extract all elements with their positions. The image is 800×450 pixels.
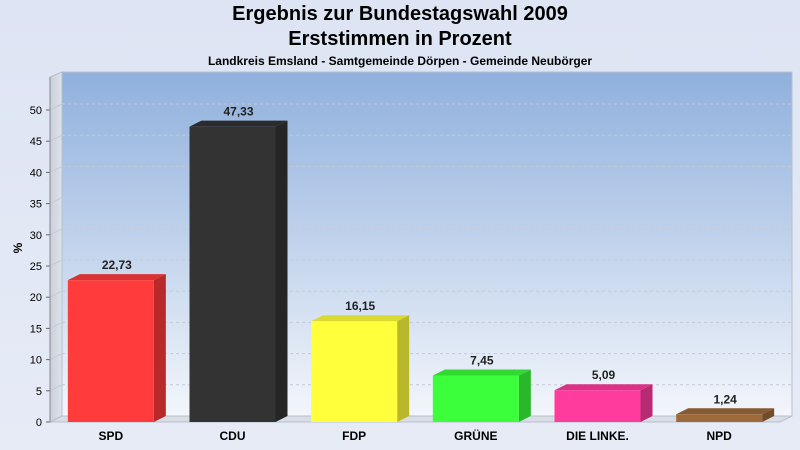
- gridline-side: [49, 228, 63, 236]
- bar-front: [676, 414, 763, 422]
- bar-side: [518, 369, 531, 422]
- chart-subtitle: Erststimmen in Prozent: [288, 28, 512, 50]
- y-tick-label: 45: [30, 136, 42, 148]
- x-tick-label: FDP: [342, 429, 366, 443]
- bar-top: [554, 384, 653, 391]
- bar-spd: [67, 274, 166, 422]
- bar-top: [311, 315, 410, 322]
- gridline-side: [49, 259, 63, 267]
- y-tick-label: 40: [30, 167, 42, 179]
- gridline-side: [49, 353, 63, 361]
- y-tick-label: 15: [30, 323, 42, 335]
- plot-back-wall: [61, 71, 793, 417]
- x-tick-label: DIE LINKE.: [566, 429, 629, 443]
- data-label: 1,24: [713, 392, 737, 406]
- bar-front: [432, 375, 519, 422]
- chart-caption: Landkreis Emsland - Samtgemeinde Dörpen …: [207, 54, 593, 68]
- data-label: 16,15: [345, 299, 375, 313]
- gridline-side: [49, 134, 63, 142]
- bar-front: [554, 390, 641, 422]
- bar-top: [432, 369, 531, 376]
- bar-side: [397, 315, 410, 422]
- bar-top: [676, 408, 775, 415]
- bar-npd: [676, 408, 775, 422]
- y-tick-label: 25: [30, 261, 42, 273]
- y-tick-label: 30: [30, 230, 42, 242]
- bar-side: [762, 408, 775, 422]
- bar-grüne: [432, 369, 531, 422]
- bar-side: [275, 120, 288, 422]
- y-tick-label: 10: [30, 355, 42, 367]
- x-tick-label: SPD: [98, 429, 123, 443]
- bar-top: [67, 274, 166, 281]
- x-tick-label: NPD: [706, 429, 732, 443]
- bar-front: [311, 321, 398, 422]
- data-label: 5,09: [592, 368, 616, 382]
- bar-front: [67, 280, 154, 422]
- data-label: 47,33: [223, 105, 253, 119]
- y-tick-label: 5: [36, 386, 42, 398]
- gridline-side: [49, 165, 63, 173]
- gridline-side: [49, 290, 63, 298]
- y-tick-label: 0: [36, 417, 42, 429]
- data-label: 7,45: [470, 354, 494, 368]
- bar-front: [189, 126, 276, 422]
- bar-side: [640, 384, 653, 422]
- gridline-side: [49, 197, 63, 205]
- bar-die-linke: [554, 384, 653, 422]
- bar-top: [189, 120, 288, 127]
- y-tick-label: 35: [30, 199, 42, 211]
- bar-cdu: [189, 120, 288, 422]
- y-tick-label: 20: [30, 292, 42, 304]
- plot-side-wall: [49, 71, 63, 423]
- bar-fdp: [311, 315, 410, 422]
- bar-side: [153, 274, 166, 422]
- gridline-side: [49, 103, 63, 111]
- y-tick-label: 50: [30, 105, 42, 117]
- gridline-side: [49, 321, 63, 329]
- data-label: 22,73: [102, 258, 132, 272]
- x-tick-label: GRÜNE: [454, 428, 497, 443]
- y-axis-label: %: [11, 242, 25, 253]
- gridline-side: [49, 384, 63, 392]
- x-tick-label: CDU: [220, 429, 246, 443]
- chart-title: Ergebnis zur Bundestagswahl 2009: [232, 3, 568, 25]
